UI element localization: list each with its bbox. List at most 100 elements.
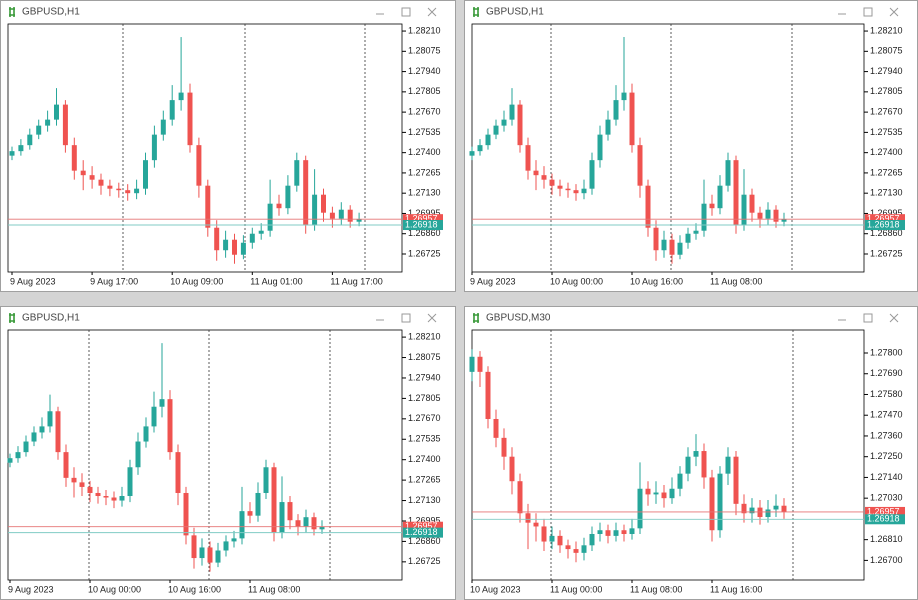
candle-body [749, 194, 755, 213]
candle-body [509, 104, 515, 120]
y-tick-label: 1.28210 [408, 25, 441, 35]
y-tick-label: 1.27805 [408, 86, 441, 96]
candle-body [311, 517, 317, 530]
y-tick-label: 1.27360 [870, 430, 903, 440]
candle-body [613, 100, 619, 120]
candle-body [9, 151, 15, 156]
chart-window: GBPUSD,H1 1.28210 1.28075 1.27940 1.27805 1.2… [0, 0, 456, 292]
candle-body [541, 526, 547, 542]
candle-body [240, 242, 246, 255]
candle-body [167, 399, 173, 453]
candle-body [661, 239, 667, 251]
x-tick-label: 11 Aug 08:00 [630, 584, 682, 594]
candle-body [329, 212, 335, 219]
symbol-icon [9, 7, 15, 17]
close-button[interactable] [427, 313, 437, 323]
candle-body [7, 458, 13, 463]
ask-label-bg [865, 506, 905, 517]
candle-body [749, 507, 755, 514]
candle-body [709, 203, 715, 209]
x-tick-label: 9 Aug 17:00 [90, 276, 138, 286]
y-tick-label: 1.27805 [870, 86, 903, 96]
candle-body [223, 239, 229, 251]
candle-body [239, 511, 245, 539]
candle-body [637, 488, 643, 529]
y-tick-label: 1.27805 [408, 393, 441, 403]
candle-body [741, 194, 747, 225]
candle-body [134, 188, 140, 194]
candle-body [125, 190, 131, 194]
chart-window: GBPUSD,H1 1.28210 1.28075 1.27940 1.27805 1.2… [0, 306, 456, 600]
candle-body [629, 92, 635, 146]
y-tick-label: 1.27940 [870, 66, 903, 76]
x-tick-label: 11 Aug 08:00 [710, 276, 762, 286]
close-button[interactable] [427, 7, 437, 17]
y-tick-label: 1.27400 [870, 147, 903, 157]
candle-body [263, 467, 269, 493]
close-button[interactable] [889, 7, 899, 17]
candle-body [127, 467, 133, 497]
x-tick-label: 9 Aug 2023 [8, 584, 54, 594]
y-tick-label: 1.26995 [408, 515, 441, 525]
candle-body [525, 145, 531, 171]
candle-body [232, 239, 237, 255]
candle-body [573, 549, 579, 553]
candle-body [709, 477, 715, 531]
candle-body [621, 92, 627, 101]
candle-body [605, 119, 611, 135]
candle-body [143, 160, 148, 189]
plot-area [471, 329, 865, 581]
candle-body [485, 134, 491, 146]
candle-body [533, 522, 539, 527]
candle-body [95, 492, 101, 497]
candle-body [677, 473, 683, 489]
candle-body [71, 477, 77, 483]
x-tick-label: 9 Aug 2023 [10, 276, 56, 286]
candle-body [733, 456, 739, 504]
candle-body [493, 125, 499, 135]
candle-body [356, 219, 362, 222]
candle-body [107, 185, 113, 189]
candle-body [669, 239, 675, 255]
maximize-button[interactable] [401, 7, 411, 17]
candle-body [469, 151, 475, 156]
candle-body [661, 492, 667, 499]
candle-body [214, 227, 220, 251]
maximize-button[interactable] [863, 7, 873, 17]
candle-body [205, 185, 211, 228]
candle-body [485, 371, 491, 419]
candle-body [169, 100, 175, 120]
window-title: GBPUSD,H1 [486, 7, 544, 18]
x-tick-label: 10 Aug 00:00 [88, 584, 141, 594]
x-tick-label: 11 Aug 16:00 [710, 584, 762, 594]
bid-label: 1.26918 [867, 219, 900, 229]
candle-body [565, 545, 571, 550]
candle-body [517, 104, 523, 146]
candle-body [79, 482, 85, 487]
y-tick-label: 1.27535 [870, 127, 903, 137]
x-tick-label: 10 Aug 16:00 [168, 584, 221, 594]
close-button[interactable] [889, 313, 899, 323]
y-tick-label: 1.27670 [408, 106, 441, 116]
candle-body [693, 451, 699, 457]
maximize-button[interactable] [401, 313, 411, 323]
candle-body [39, 426, 45, 433]
y-tick-label: 1.28075 [408, 352, 441, 362]
y-tick-label: 1.27580 [870, 389, 903, 399]
ask-label-bg [403, 521, 443, 532]
y-tick-label: 1.27250 [870, 451, 903, 461]
candle-body [285, 185, 291, 209]
candle-body [258, 230, 264, 234]
candle-body [27, 134, 33, 146]
candle-body [45, 119, 51, 126]
x-tick-label: 10 Aug 16:00 [630, 276, 683, 286]
candle-body [247, 511, 253, 516]
maximize-button[interactable] [863, 313, 873, 323]
candle-body [725, 456, 731, 474]
y-tick-label: 1.26700 [870, 555, 903, 565]
candle-body [338, 209, 344, 219]
bid-label: 1.26918 [405, 219, 438, 229]
bid-label-bg [865, 514, 905, 525]
y-tick-label: 1.27265 [408, 167, 441, 177]
candle-body [196, 145, 202, 186]
